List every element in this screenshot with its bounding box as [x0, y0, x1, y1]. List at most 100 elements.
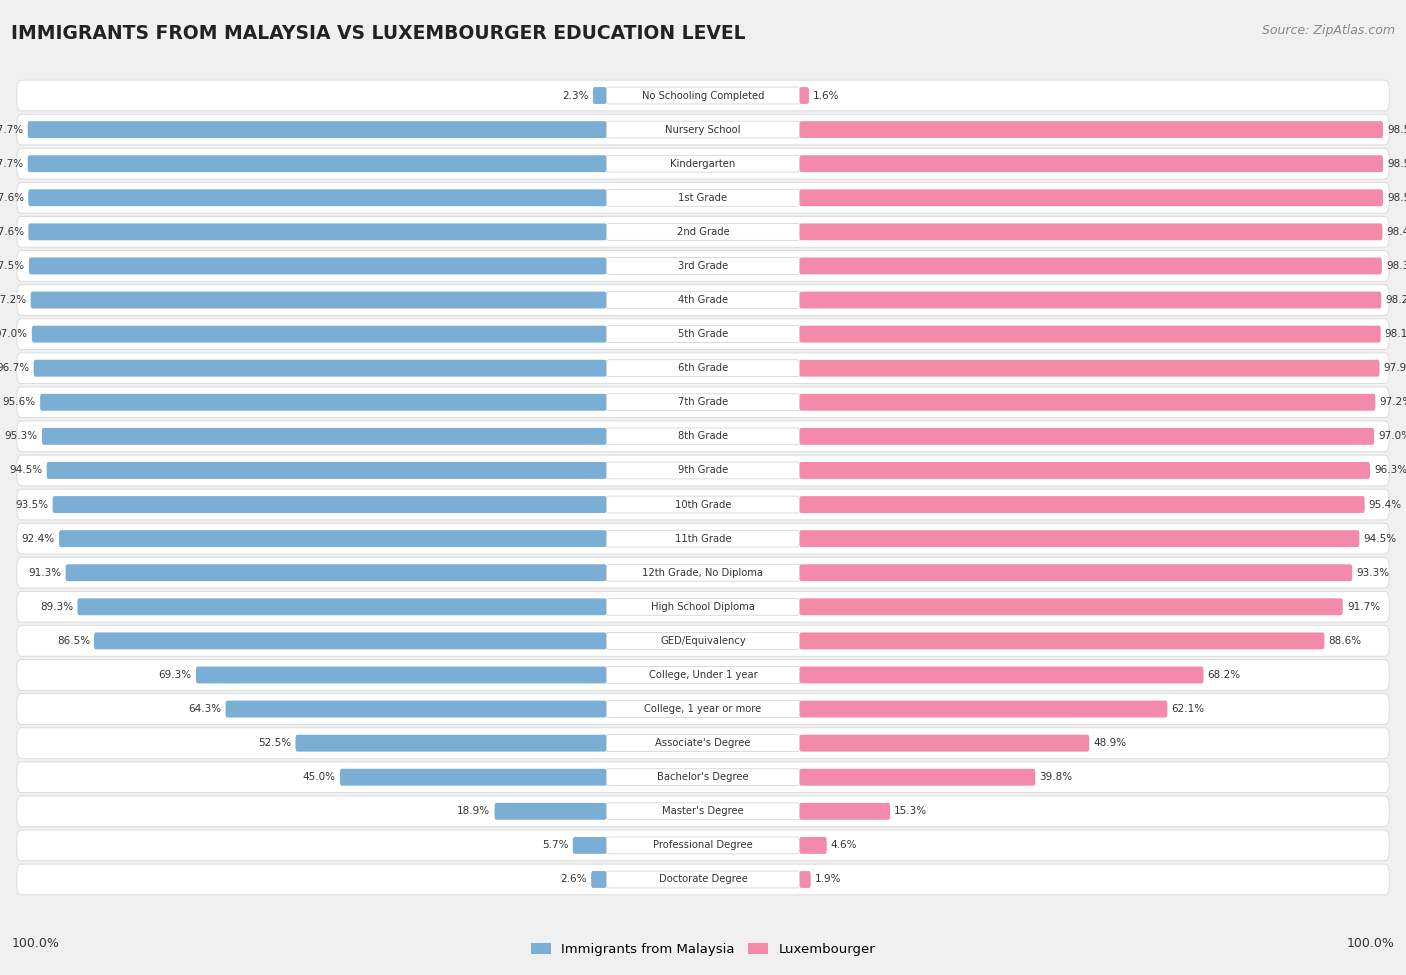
FancyBboxPatch shape — [606, 360, 800, 376]
Text: 4th Grade: 4th Grade — [678, 295, 728, 305]
FancyBboxPatch shape — [17, 353, 1389, 383]
Text: High School Diploma: High School Diploma — [651, 602, 755, 611]
Text: 95.3%: 95.3% — [4, 431, 38, 442]
FancyBboxPatch shape — [17, 251, 1389, 281]
Text: 96.7%: 96.7% — [0, 364, 30, 373]
FancyBboxPatch shape — [800, 87, 808, 104]
FancyBboxPatch shape — [17, 216, 1389, 248]
FancyBboxPatch shape — [17, 489, 1389, 520]
FancyBboxPatch shape — [28, 189, 606, 206]
Text: 93.5%: 93.5% — [15, 499, 48, 510]
Text: 52.5%: 52.5% — [259, 738, 291, 748]
Text: 98.5%: 98.5% — [1388, 159, 1406, 169]
Text: College, Under 1 year: College, Under 1 year — [648, 670, 758, 680]
FancyBboxPatch shape — [34, 360, 606, 376]
FancyBboxPatch shape — [17, 455, 1389, 486]
FancyBboxPatch shape — [195, 667, 606, 683]
Text: 98.5%: 98.5% — [1388, 125, 1406, 135]
Text: No Schooling Completed: No Schooling Completed — [641, 91, 765, 100]
FancyBboxPatch shape — [17, 558, 1389, 588]
FancyBboxPatch shape — [606, 769, 800, 786]
FancyBboxPatch shape — [17, 660, 1389, 690]
Text: 92.4%: 92.4% — [22, 533, 55, 544]
Text: 100.0%: 100.0% — [1347, 937, 1395, 951]
Text: 95.4%: 95.4% — [1369, 499, 1402, 510]
FancyBboxPatch shape — [46, 462, 606, 479]
FancyBboxPatch shape — [800, 837, 827, 854]
Text: 12th Grade, No Diploma: 12th Grade, No Diploma — [643, 567, 763, 578]
FancyBboxPatch shape — [17, 727, 1389, 759]
FancyBboxPatch shape — [17, 387, 1389, 417]
FancyBboxPatch shape — [42, 428, 606, 445]
FancyBboxPatch shape — [606, 428, 800, 445]
Text: 97.0%: 97.0% — [0, 330, 28, 339]
Text: 10th Grade: 10th Grade — [675, 499, 731, 510]
FancyBboxPatch shape — [41, 394, 606, 410]
FancyBboxPatch shape — [800, 394, 1375, 410]
Text: 69.3%: 69.3% — [159, 670, 191, 680]
FancyBboxPatch shape — [17, 114, 1389, 145]
FancyBboxPatch shape — [28, 223, 606, 240]
Text: 97.6%: 97.6% — [0, 193, 24, 203]
Text: 1.6%: 1.6% — [813, 91, 839, 100]
Text: 48.9%: 48.9% — [1094, 738, 1126, 748]
Text: 91.3%: 91.3% — [28, 567, 62, 578]
FancyBboxPatch shape — [52, 496, 606, 513]
FancyBboxPatch shape — [17, 285, 1389, 315]
Text: 39.8%: 39.8% — [1039, 772, 1073, 782]
Text: 5.7%: 5.7% — [543, 840, 568, 850]
FancyBboxPatch shape — [295, 735, 606, 752]
FancyBboxPatch shape — [606, 326, 800, 342]
Text: 11th Grade: 11th Grade — [675, 533, 731, 544]
FancyBboxPatch shape — [28, 155, 606, 173]
FancyBboxPatch shape — [800, 496, 1365, 513]
FancyBboxPatch shape — [32, 326, 606, 342]
Text: 97.6%: 97.6% — [0, 227, 24, 237]
Text: 97.7%: 97.7% — [0, 125, 24, 135]
FancyBboxPatch shape — [606, 292, 800, 308]
Text: IMMIGRANTS FROM MALAYSIA VS LUXEMBOURGER EDUCATION LEVEL: IMMIGRANTS FROM MALAYSIA VS LUXEMBOURGER… — [11, 24, 745, 43]
Text: Master's Degree: Master's Degree — [662, 806, 744, 816]
Text: 97.9%: 97.9% — [1384, 364, 1406, 373]
FancyBboxPatch shape — [800, 257, 1382, 274]
Text: Nursery School: Nursery School — [665, 125, 741, 135]
Text: 62.1%: 62.1% — [1171, 704, 1205, 714]
FancyBboxPatch shape — [800, 565, 1353, 581]
Text: 97.5%: 97.5% — [0, 261, 25, 271]
FancyBboxPatch shape — [800, 667, 1204, 683]
FancyBboxPatch shape — [606, 496, 800, 513]
FancyBboxPatch shape — [606, 189, 800, 206]
Text: 91.7%: 91.7% — [1347, 602, 1381, 611]
Text: 96.3%: 96.3% — [1374, 465, 1406, 476]
FancyBboxPatch shape — [606, 155, 800, 173]
FancyBboxPatch shape — [17, 524, 1389, 554]
Text: 94.5%: 94.5% — [1364, 533, 1396, 544]
Text: 2nd Grade: 2nd Grade — [676, 227, 730, 237]
FancyBboxPatch shape — [800, 530, 1360, 547]
Text: 98.5%: 98.5% — [1388, 193, 1406, 203]
FancyBboxPatch shape — [606, 394, 800, 410]
Text: 86.5%: 86.5% — [56, 636, 90, 645]
Text: 94.5%: 94.5% — [10, 465, 42, 476]
Text: Source: ZipAtlas.com: Source: ZipAtlas.com — [1261, 24, 1395, 37]
Text: 15.3%: 15.3% — [894, 806, 928, 816]
FancyBboxPatch shape — [800, 802, 890, 820]
Text: Kindergarten: Kindergarten — [671, 159, 735, 169]
Text: GED/Equivalency: GED/Equivalency — [661, 636, 745, 645]
Text: 100.0%: 100.0% — [11, 937, 59, 951]
FancyBboxPatch shape — [606, 802, 800, 820]
Text: 93.3%: 93.3% — [1357, 567, 1389, 578]
Text: 98.1%: 98.1% — [1385, 330, 1406, 339]
FancyBboxPatch shape — [606, 871, 800, 888]
FancyBboxPatch shape — [17, 864, 1389, 895]
FancyBboxPatch shape — [800, 360, 1379, 376]
FancyBboxPatch shape — [606, 87, 800, 104]
FancyBboxPatch shape — [17, 796, 1389, 827]
FancyBboxPatch shape — [591, 871, 606, 888]
FancyBboxPatch shape — [800, 871, 811, 888]
FancyBboxPatch shape — [606, 599, 800, 615]
Text: 68.2%: 68.2% — [1208, 670, 1240, 680]
FancyBboxPatch shape — [606, 530, 800, 547]
Text: 97.2%: 97.2% — [0, 295, 27, 305]
FancyBboxPatch shape — [572, 837, 606, 854]
